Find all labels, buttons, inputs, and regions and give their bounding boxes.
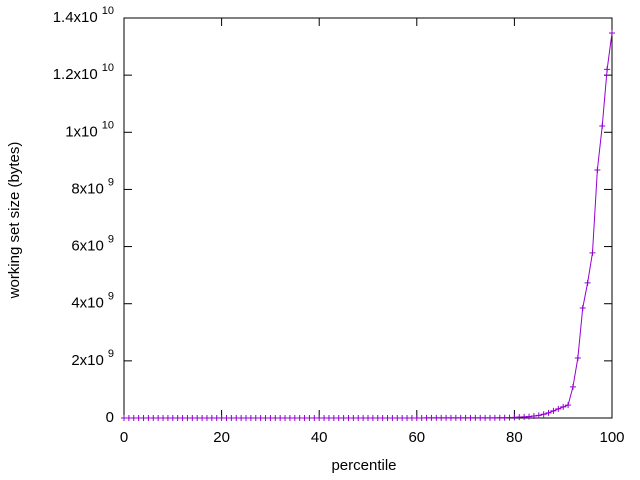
point-marker (574, 355, 581, 361)
y-tick-label-exponent: 9 (108, 348, 114, 360)
point-marker (535, 412, 542, 419)
point-marker (599, 123, 606, 129)
x-tick-label: 100 (599, 429, 624, 446)
point-marker (579, 305, 586, 311)
x-axis-label: percentile (331, 457, 396, 474)
plot-border (123, 17, 613, 419)
y-tick-label-base: 4x10 (71, 295, 104, 312)
y-tick-label: 1x10 10 (65, 119, 114, 140)
point-marker (589, 249, 596, 256)
point-marker (540, 411, 547, 418)
point-marker (565, 402, 572, 409)
y-tick-label-exponent: 9 (108, 176, 114, 188)
y-tick-label-exponent: 10 (102, 119, 114, 131)
y-tick-label-base: 2x10 (71, 352, 104, 369)
point-marker (530, 413, 537, 419)
point-marker (569, 383, 576, 390)
x-tick-label: 20 (213, 429, 230, 446)
point-marker (545, 409, 552, 416)
y-tick-label-exponent: 10 (102, 62, 114, 74)
y-tick-label-exponent: 9 (108, 233, 114, 245)
point-marker (560, 403, 567, 410)
y-tick-label: 0 (106, 409, 114, 426)
y-tick-label: 8x10 9 (71, 176, 114, 197)
y-tick-label-base: 1.2x10 (53, 66, 98, 83)
y-tick-label-base: 6x10 (71, 238, 104, 255)
y-tick-label-base: 1x10 (65, 123, 98, 140)
point-marker (555, 405, 562, 412)
y-tick-label-base: 1.4x10 (53, 9, 98, 26)
y-tick-label: 2x10 9 (71, 348, 114, 369)
y-tick-label-exponent: 9 (108, 291, 114, 303)
point-marker (550, 407, 557, 414)
x-tick-label: 80 (506, 429, 523, 446)
y-tick-label: 1.4x10 10 (53, 5, 114, 26)
point-marker (594, 167, 601, 173)
y-tick-label: 6x10 9 (71, 233, 114, 254)
y-tick-label-base: 8x10 (71, 180, 104, 197)
series-line (124, 32, 613, 419)
x-tick-label: 40 (311, 429, 328, 446)
x-tick-label: 0 (120, 429, 128, 446)
point-marker (609, 30, 615, 36)
point-marker (604, 66, 611, 73)
point-marker (526, 413, 533, 420)
y-tick-label: 1.2x10 10 (53, 62, 114, 83)
x-tick-label: 60 (408, 429, 425, 446)
y-tick-label-exponent: 10 (102, 5, 114, 17)
y-axis-label: working set size (bytes) (6, 142, 23, 300)
point-marker (584, 279, 591, 286)
y-tick-label: 4x10 9 (71, 291, 114, 312)
